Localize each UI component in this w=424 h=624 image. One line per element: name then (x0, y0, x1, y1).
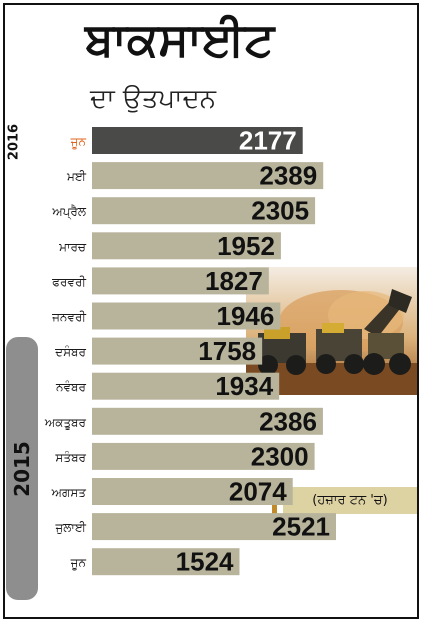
bar-12 (92, 548, 240, 576)
value-label-9: 2300 (251, 441, 309, 471)
bar-6 (92, 337, 263, 365)
value-label-3: 1952 (217, 231, 275, 261)
category-label-0: ਜੂਨ (70, 135, 87, 150)
category-label-4: ਫਰਵਰੀ (51, 275, 86, 289)
bar-10 (92, 478, 293, 505)
category-label-11: ਜੁਲਾਈ (54, 521, 86, 535)
bar-1 (92, 162, 324, 190)
category-label-6: ਦਸੰਬਰ (54, 345, 86, 359)
category-label-12: ਜੂਨ (70, 556, 87, 571)
category-label-9: ਸਤੰਬਰ (54, 450, 86, 464)
value-label-10: 2074 (229, 477, 287, 507)
value-label-8: 2386 (259, 406, 317, 436)
value-label-0: 2177 (239, 126, 297, 156)
value-label-1: 2389 (259, 161, 317, 191)
category-label-5: ਜਨਵਰੀ (51, 310, 86, 324)
bauxite-mining-photo (246, 267, 417, 395)
bar-8 (92, 407, 323, 435)
chart-title: ਬਾਕਸਾਈਟ (85, 12, 275, 66)
unit-note: (ਹਜ਼ਾਰ ਟਨ 'ਚ) (283, 487, 417, 514)
value-label-12: 1524 (176, 547, 234, 577)
value-label-6: 1758 (198, 336, 256, 366)
bar-4 (92, 267, 269, 295)
bar-0 (92, 127, 303, 154)
category-label-7: ਨਵੰਬਰ (55, 380, 87, 394)
bar-11 (92, 513, 336, 541)
category-label-8: ਅਕਤੂਬਰ (44, 415, 87, 430)
bar-7 (92, 372, 280, 400)
value-label-4: 1827 (205, 266, 263, 296)
bar-2 (92, 197, 316, 225)
bar-5 (92, 302, 281, 330)
value-label-5: 1946 (217, 301, 275, 331)
bar-9 (92, 442, 315, 470)
category-label-1: ਮਈ (66, 170, 87, 184)
bar-3 (92, 232, 281, 260)
chart-subtitle: ਦਾ ਉਤਪਾਦਨ (90, 84, 217, 114)
value-label-2: 2305 (251, 196, 309, 226)
value-label-7: 1934 (215, 371, 273, 401)
category-label-10: ਅਗਸਤ (51, 486, 87, 500)
category-label-3: ਮਾਰਚ (58, 240, 87, 254)
year-band-2015: 2015 (6, 337, 38, 600)
category-label-2: ਅਪ੍ਰੈਲ (51, 205, 87, 220)
value-label-11: 2521 (272, 512, 330, 542)
